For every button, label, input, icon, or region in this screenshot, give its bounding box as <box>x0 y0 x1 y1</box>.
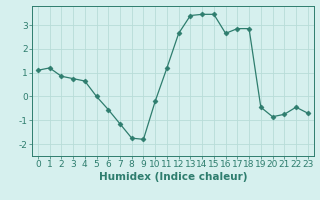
X-axis label: Humidex (Indice chaleur): Humidex (Indice chaleur) <box>99 172 247 182</box>
